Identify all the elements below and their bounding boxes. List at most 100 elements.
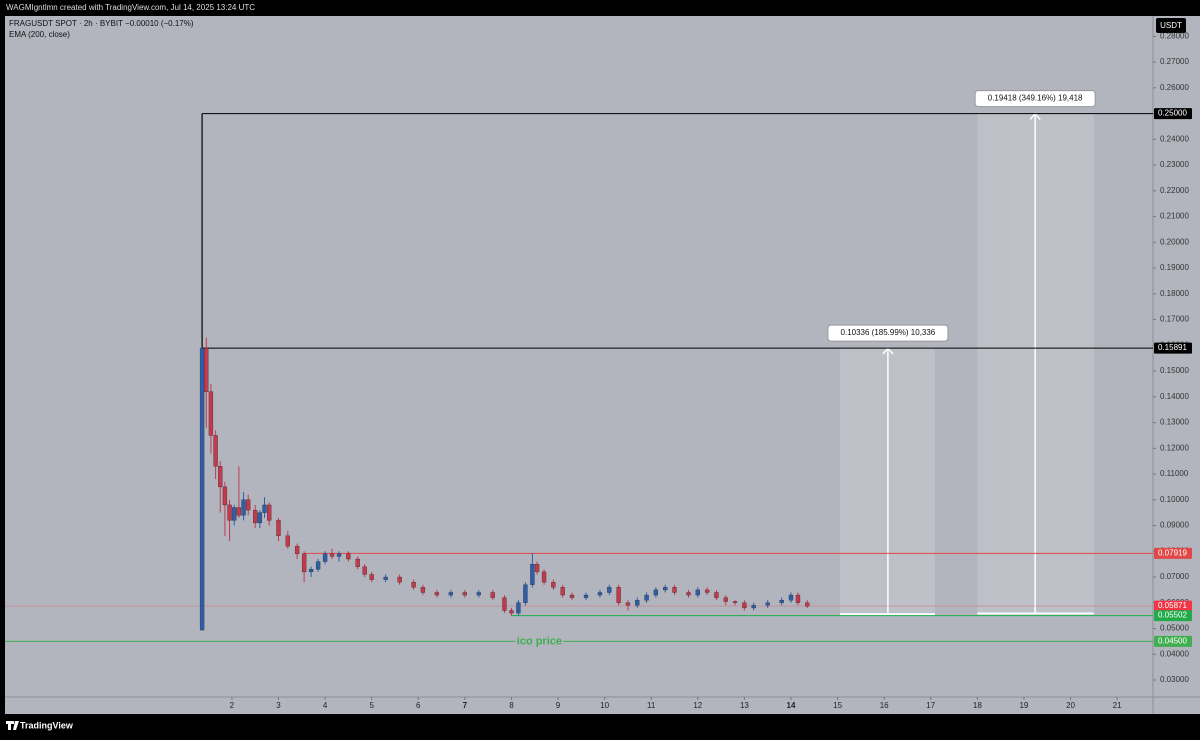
candle-body — [218, 466, 223, 488]
x-tick-label: 10 — [600, 701, 609, 710]
candle-body — [732, 601, 738, 603]
candle-body — [308, 569, 314, 573]
y-tick-label: 0.13000 — [1160, 418, 1189, 427]
candle-body — [616, 587, 621, 603]
candle-body — [534, 564, 540, 573]
y-tick-label: 0.17000 — [1160, 315, 1189, 324]
candle-body — [569, 594, 575, 598]
y-tick-label: 0.20000 — [1160, 237, 1189, 246]
candle-body — [199, 347, 205, 631]
y-tick-label: 0.04000 — [1160, 649, 1189, 658]
candle-body — [516, 602, 521, 614]
candle-body — [397, 576, 402, 583]
candle-body — [805, 602, 810, 607]
x-tick-label: 16 — [880, 701, 889, 710]
price-badge — [1154, 610, 1192, 622]
candle-body — [213, 435, 218, 467]
candle-body — [208, 391, 214, 436]
level-text-bg — [515, 635, 564, 648]
brand: TradingView — [20, 720, 74, 730]
candle-body — [227, 504, 232, 521]
x-tick-label: 2 — [230, 701, 235, 710]
candle-body — [246, 499, 251, 511]
x-tick-label: 15 — [833, 701, 842, 710]
measure-label-bg — [974, 90, 1096, 108]
candle-body — [523, 584, 528, 603]
y-tick-label: 0.10000 — [1160, 495, 1189, 504]
y-tick-label: 0.27000 — [1160, 57, 1189, 66]
candle-body — [462, 592, 468, 596]
y-tick-label: 0.24000 — [1160, 134, 1189, 143]
candle-body — [490, 592, 495, 598]
candle-body — [294, 545, 300, 555]
candle-body — [663, 587, 668, 591]
currency[interactable]: USDT — [1160, 21, 1182, 30]
y-tick-label: 0.12000 — [1160, 443, 1189, 452]
candle-body — [625, 602, 631, 606]
price-badge-label: 0.25000 — [1158, 109, 1187, 118]
candle-body — [765, 602, 770, 606]
x-tick-label: 18 — [973, 701, 982, 710]
y-tick-label: 0.03000 — [1160, 675, 1189, 684]
candle-body — [695, 589, 700, 596]
candle-body — [315, 561, 321, 570]
candle-body — [362, 566, 367, 575]
y-tick-label: 0.28000 — [1160, 31, 1189, 40]
candle-body — [742, 602, 747, 609]
candle-body — [322, 553, 328, 562]
logo — [6, 721, 19, 730]
candle-body — [607, 587, 612, 593]
y-tick-label: 0.26000 — [1160, 83, 1189, 92]
x-tick-label: 20 — [1066, 701, 1075, 710]
candle-body — [257, 512, 263, 524]
candle-body — [788, 594, 794, 601]
candle-body — [644, 594, 649, 601]
candle-body — [383, 576, 388, 580]
x-tick-label: 5 — [369, 701, 374, 710]
measure-label-bg — [827, 324, 949, 342]
candle-body — [597, 592, 603, 596]
candle-body — [751, 605, 756, 609]
candle-body — [704, 589, 710, 593]
x-tick-label: 4 — [323, 701, 328, 710]
x-tick-label: 8 — [509, 701, 514, 710]
candle-body — [329, 553, 335, 557]
y-tick-label: 0.07000 — [1160, 572, 1189, 581]
x-tick-label: 12 — [693, 701, 702, 710]
y-tick-label: 0.21000 — [1160, 212, 1189, 221]
price-badge-label: 0.04500 — [1158, 637, 1187, 646]
x-tick-label: 17 — [926, 701, 935, 710]
candle-body — [672, 587, 677, 593]
candle-body — [276, 520, 281, 536]
y-tick-label: 0.18000 — [1160, 289, 1189, 298]
y-tick-label: 0.09000 — [1160, 521, 1189, 530]
x-tick-label: 6 — [416, 701, 421, 710]
price-badge-label: 0.07919 — [1158, 548, 1187, 557]
candle-body — [686, 592, 691, 596]
candle-body — [241, 499, 246, 516]
candle-body — [530, 564, 535, 585]
candle-body — [369, 574, 374, 580]
price-badge — [1154, 108, 1192, 120]
price-badge-label: 0.15891 — [1158, 343, 1187, 352]
y-tick-label: 0.19000 — [1160, 263, 1189, 272]
candle-body — [476, 592, 481, 596]
candle-body — [420, 587, 426, 593]
candle-body — [222, 486, 228, 506]
candle-body — [502, 597, 507, 611]
candle-body — [236, 507, 242, 516]
candle-body — [267, 504, 272, 521]
indicator-label: EMA (200, close) — [9, 30, 70, 39]
y-tick-label: 0.15000 — [1160, 366, 1189, 375]
chart-title: FRAGUSDT SPOT · 2h · BYBIT −0.00010 (−0.… — [9, 19, 194, 28]
candle-body — [204, 347, 209, 392]
candle-body — [285, 535, 290, 547]
price-badge — [1154, 547, 1192, 559]
candle-body — [336, 553, 342, 557]
candle-body — [232, 507, 237, 521]
candle-body — [635, 600, 640, 606]
y-tick-label: 0.14000 — [1160, 392, 1189, 401]
candle-body — [723, 597, 728, 602]
currency-box[interactable] — [1156, 18, 1186, 33]
